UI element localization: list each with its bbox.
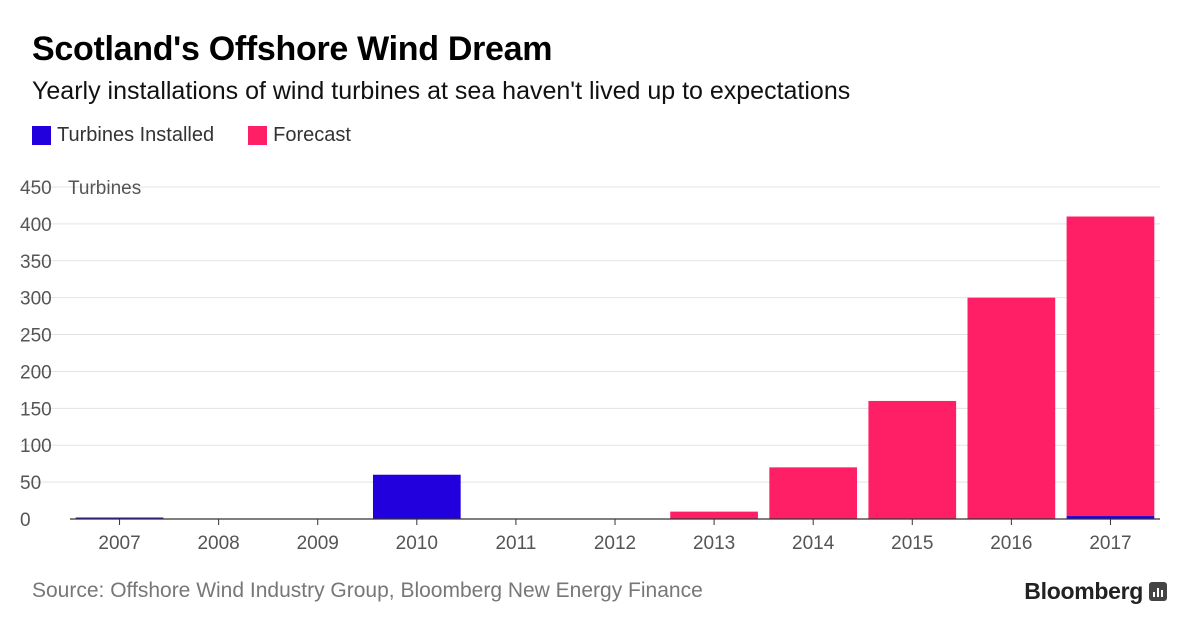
y-tick-label: 0 xyxy=(20,510,31,531)
x-tick-label: 2008 xyxy=(197,533,239,554)
legend-swatch-installed xyxy=(32,126,51,145)
y-tick-label: 400 xyxy=(20,215,52,236)
y-tick-label: 300 xyxy=(20,289,52,310)
y-tick-label: 200 xyxy=(20,362,52,383)
x-tick-label: 2012 xyxy=(594,533,636,554)
x-tick-label: 2007 xyxy=(98,533,140,554)
bar-installed-2007 xyxy=(75,517,164,519)
legend-label-installed: Turbines Installed xyxy=(57,124,215,146)
y-axis-unit-label: Turbines xyxy=(68,178,141,199)
chart-subtitle: Yearly installations of wind turbines at… xyxy=(32,77,851,105)
chart-title: Scotland's Offshore Wind Dream xyxy=(32,30,553,68)
legend-item-forecast: Forecast xyxy=(248,124,351,147)
legend-item-installed: Turbines Installed xyxy=(32,124,214,147)
y-tick-label: 50 xyxy=(20,473,41,494)
x-tick-label: 2009 xyxy=(297,533,339,554)
bar-installed-2017 xyxy=(1066,516,1155,519)
x-tick-label: 2016 xyxy=(990,533,1032,554)
bloomberg-chart-icon xyxy=(1149,582,1167,601)
y-tick-label: 100 xyxy=(20,436,52,457)
x-tick-label: 2017 xyxy=(1089,533,1131,554)
bar-forecast-2014 xyxy=(769,467,858,519)
y-tick-label: 150 xyxy=(20,399,52,420)
legend-swatch-forecast xyxy=(248,126,268,145)
bar-forecast-2015 xyxy=(868,400,957,519)
source-note: Source: Offshore Wind Industry Group, Bl… xyxy=(32,579,703,602)
bar-forecast-2017 xyxy=(1066,216,1155,517)
x-tick-label: 2013 xyxy=(693,533,735,554)
bar-installed-2010 xyxy=(372,474,461,519)
y-tick-label: 350 xyxy=(20,252,52,273)
bar-forecast-2016 xyxy=(967,297,1056,519)
y-tick-label: 450 xyxy=(20,178,52,199)
legend: Turbines Installed Forecast xyxy=(32,124,385,147)
y-tick-label: 250 xyxy=(20,326,52,347)
x-tick-label: 2015 xyxy=(891,533,933,554)
brand-logo: Bloomberg xyxy=(1024,578,1143,604)
x-tick-label: 2010 xyxy=(396,533,438,554)
x-tick-label: 2014 xyxy=(792,533,835,554)
x-tick-label: 2011 xyxy=(495,533,536,554)
legend-label-forecast: Forecast xyxy=(273,124,351,146)
bar-forecast-2013 xyxy=(670,511,758,519)
